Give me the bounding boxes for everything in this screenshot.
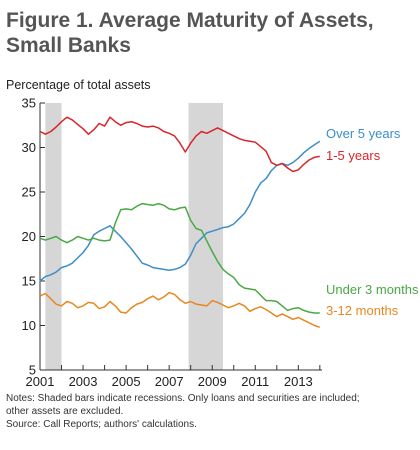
x-tick-label-2011: 2011 bbox=[241, 374, 269, 389]
series-label-under-3-months: Under 3 months bbox=[326, 282, 419, 297]
y-tick-label-10: 10 bbox=[22, 318, 36, 333]
notes-line-1: Notes: Shaded bars indicate recessions. … bbox=[6, 393, 360, 404]
figure-title: Figure 1. Average Maturity of Assets, Sm… bbox=[6, 8, 406, 58]
x-tick-label-2003: 2003 bbox=[69, 374, 98, 389]
recession-bars bbox=[45, 103, 223, 370]
series-labels: Over 5 years 1-5 years Under 3 months 3-12 … bbox=[326, 126, 419, 318]
x-tick-label-2007: 2007 bbox=[155, 374, 184, 389]
series-label-3-12-months: 3-12 months bbox=[326, 303, 399, 318]
x-tick-label-2013: 2013 bbox=[284, 374, 313, 389]
figure-notes: Notes: Shaded bars indicate recessions. … bbox=[6, 392, 416, 431]
figure-title-line-2: Small Banks bbox=[6, 34, 131, 57]
y-tick-label-15: 15 bbox=[22, 274, 36, 289]
notes-line-2: other assets are excluded. bbox=[6, 406, 124, 417]
source-line: Source: Call Reports; authors' calculati… bbox=[6, 419, 197, 430]
series-lines bbox=[39, 116, 321, 329]
y-tick-label-5: 5 bbox=[29, 363, 36, 378]
recession-bar-2 bbox=[188, 103, 223, 370]
y-tick-label-35: 35 bbox=[22, 96, 36, 111]
series-line-under-3-months bbox=[39, 202, 320, 314]
x-tick-label-2005: 2005 bbox=[112, 374, 141, 389]
series-label-over-5-years: Over 5 years bbox=[326, 126, 401, 141]
figure-title-line-1: Figure 1. Average Maturity of Assets, bbox=[6, 9, 374, 32]
y-tick-label-25: 25 bbox=[22, 185, 36, 200]
x-tick-label-2009: 2009 bbox=[198, 374, 227, 389]
y-tick-label-20: 20 bbox=[22, 229, 36, 244]
series-line-1-5-years bbox=[39, 116, 320, 173]
series-line-over-5-years bbox=[39, 140, 321, 282]
series-line-3-12-months bbox=[39, 291, 321, 329]
y-axis-label: Percentage of total assets bbox=[6, 78, 151, 92]
x-tick-label-2001: 2001 bbox=[26, 374, 55, 389]
y-axis: 5 10 15 20 25 30 35 bbox=[22, 96, 45, 378]
series-label-1-5-years: 1-5 years bbox=[326, 148, 381, 163]
x-axis: 2001 2003 2005 2007 2009 2011 2013 bbox=[26, 365, 322, 389]
recession-bar-1 bbox=[45, 103, 62, 370]
y-tick-label-30: 30 bbox=[22, 140, 36, 155]
